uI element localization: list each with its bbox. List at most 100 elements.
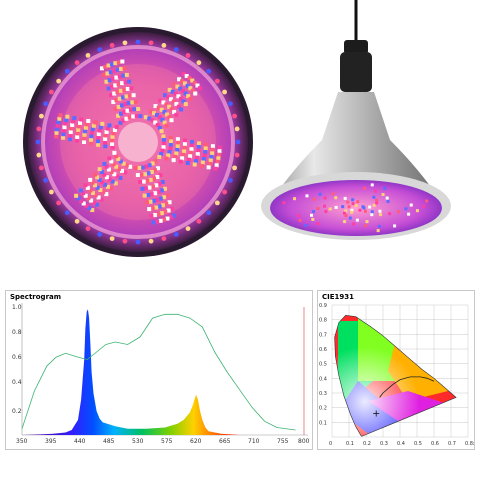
x-tick-label: 0.3 (380, 441, 388, 447)
x-tick-label: 0 (329, 441, 332, 447)
led-chip (133, 100, 138, 105)
led-chip (54, 130, 59, 135)
led-chip (169, 118, 174, 123)
led-chip (163, 209, 168, 214)
led-chip (149, 169, 154, 174)
y-tick-label: 0.6 (319, 347, 327, 353)
led-chip (180, 156, 185, 161)
led-chip (148, 177, 153, 182)
led-chip (166, 208, 171, 213)
spectrogram-y-axis-labels: 1.0 0.8 0.6 0.4 0.2 (12, 304, 22, 415)
led-chip (85, 52, 91, 58)
led-chip (346, 200, 350, 204)
led-chip (365, 220, 369, 224)
led-chip (116, 156, 121, 161)
led-chip (97, 167, 102, 172)
led-chip (155, 219, 160, 224)
led-chip (185, 52, 191, 58)
led-chip (135, 39, 141, 45)
led-chip (121, 95, 126, 100)
led-chip (175, 137, 180, 142)
led-chip (176, 104, 181, 109)
led-chip (131, 93, 136, 98)
led-chip (110, 134, 115, 139)
led-chip (132, 107, 137, 112)
led-chip (126, 101, 131, 106)
x-tick-label: 530 (132, 438, 144, 445)
led-chip (147, 163, 152, 168)
led-chip (109, 159, 114, 164)
led-chip (146, 171, 151, 176)
led-chip (184, 74, 189, 79)
led-chip (214, 163, 219, 168)
led-chip (206, 210, 212, 216)
led-chip (114, 124, 119, 129)
led-chip (127, 79, 132, 84)
led-chip (36, 126, 42, 132)
led-chip (103, 137, 108, 142)
led-chip (123, 80, 128, 85)
led-chip (124, 94, 129, 99)
led-chip (110, 138, 115, 143)
led-chip (342, 211, 346, 215)
led-chip (92, 172, 97, 177)
led-chip (99, 66, 104, 71)
led-chip (148, 199, 153, 204)
led-chip (88, 188, 93, 193)
led-chip (167, 200, 172, 205)
led-chip (164, 156, 169, 161)
led-chip (164, 201, 169, 206)
led-chip (107, 78, 112, 83)
led-chip (172, 109, 177, 114)
led-chip (363, 186, 367, 190)
led-chip (166, 153, 171, 158)
led-chip (110, 145, 115, 150)
led-chip (155, 113, 160, 118)
led-chip (96, 135, 101, 140)
led-chip (138, 179, 143, 184)
led-chip (82, 136, 87, 141)
led-chip (124, 116, 129, 121)
led-chip (119, 66, 124, 71)
led-chip (175, 84, 180, 89)
led-chip (167, 150, 172, 155)
led-chip (304, 223, 308, 227)
led-chip (95, 175, 100, 180)
led-chip (372, 195, 376, 199)
led-chip (131, 114, 136, 119)
led-chip (149, 213, 154, 218)
led-chip (107, 123, 112, 128)
led-chip (189, 143, 194, 148)
led-chip (89, 141, 94, 146)
led-chip (173, 47, 179, 53)
led-chip (64, 68, 70, 74)
led-chip (151, 198, 156, 203)
led-chip (305, 194, 309, 198)
led-chip (88, 177, 93, 182)
led-chip (214, 78, 220, 84)
led-chip (168, 146, 173, 151)
led-chip (114, 98, 119, 103)
led-chip (415, 209, 419, 213)
led-chip (91, 123, 96, 128)
led-chip (110, 76, 115, 81)
led-chip (375, 198, 379, 202)
led-chip (134, 114, 139, 119)
y-tick-label: 0.3 (319, 391, 327, 397)
led-chip (84, 122, 89, 127)
led-chip (232, 113, 237, 119)
led-chip (100, 121, 105, 126)
led-chip (74, 193, 79, 198)
x-tick-label: 0.8x (465, 441, 474, 447)
led-chip (162, 110, 167, 115)
led-chip (113, 61, 118, 66)
led-chip (83, 125, 88, 130)
led-chip (96, 195, 101, 200)
led-chip (322, 204, 326, 208)
led-chip (370, 183, 374, 187)
led-chip (96, 142, 101, 147)
led-chip (182, 81, 187, 86)
led-chip (130, 100, 135, 105)
led-chip (104, 175, 109, 180)
led-chip (138, 114, 143, 119)
